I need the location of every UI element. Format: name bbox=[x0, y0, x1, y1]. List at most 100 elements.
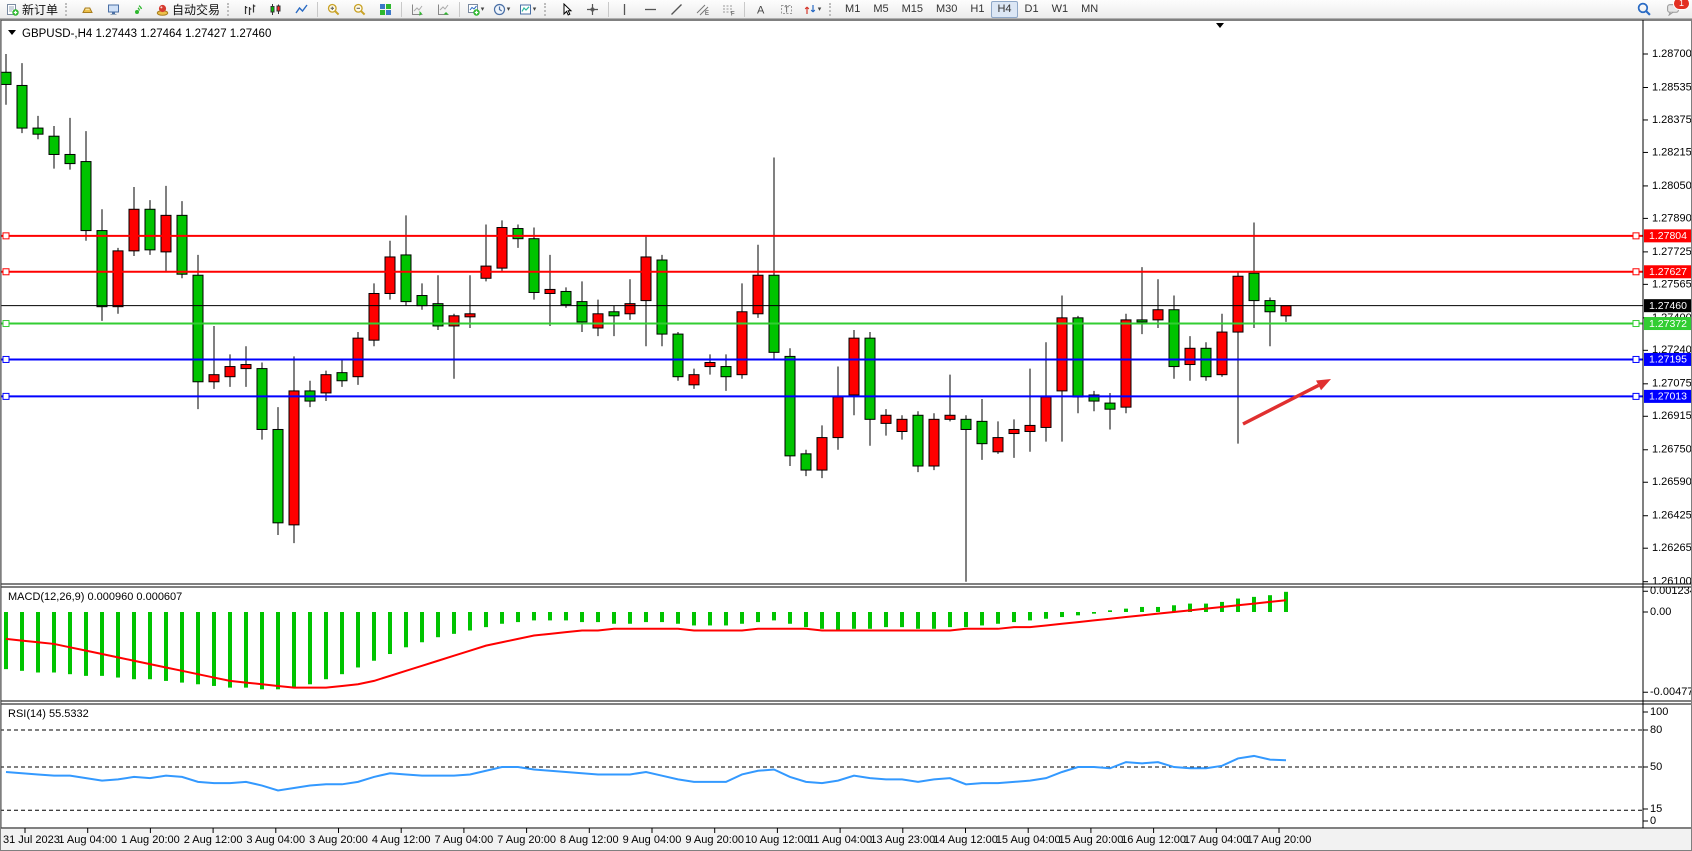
text-button[interactable]: A bbox=[748, 0, 773, 19]
macd-bar bbox=[1156, 606, 1160, 612]
text-label-button[interactable]: T bbox=[774, 0, 799, 19]
macd-bar bbox=[1172, 605, 1176, 612]
macd-bar bbox=[788, 612, 792, 624]
timeframe-mn-button[interactable]: MN bbox=[1081, 3, 1099, 15]
time-tick-label: 7 Aug 20:00 bbox=[497, 834, 556, 846]
candle-body bbox=[784, 355, 796, 457]
monitor-button[interactable] bbox=[101, 0, 126, 19]
price-tick-label: 1.27725 bbox=[1652, 246, 1692, 258]
macd-bar bbox=[532, 612, 536, 621]
hline-handle[interactable] bbox=[1632, 320, 1640, 328]
horizontal-line-button[interactable] bbox=[638, 0, 663, 19]
candle-body bbox=[272, 428, 284, 524]
dropdown-caret-icon[interactable]: ▾ bbox=[480, 6, 485, 13]
macd-bar bbox=[356, 612, 360, 668]
hline-handle[interactable] bbox=[2, 392, 10, 400]
templates-button[interactable]: ▾ bbox=[515, 0, 540, 19]
auto-scroll-button[interactable] bbox=[405, 0, 430, 19]
dropdown-caret-icon[interactable]: ▾ bbox=[817, 6, 822, 13]
hline-handle[interactable] bbox=[2, 320, 10, 328]
candle-body bbox=[320, 374, 332, 394]
chart-canvas[interactable]: 1.28700 1.28535 1.28375 1.28215 1.28050 1.278… bbox=[0, 19, 1692, 851]
tile-windows-button[interactable] bbox=[373, 0, 398, 19]
search-button[interactable] bbox=[1631, 0, 1656, 19]
timeframe-w1-button[interactable]: W1 bbox=[1051, 3, 1069, 15]
timeframe-m30-button[interactable]: M30 bbox=[936, 3, 958, 15]
arrow-annotation-line[interactable] bbox=[1242, 383, 1320, 426]
dropdown-caret-icon[interactable]: ▾ bbox=[532, 6, 537, 13]
chart-line-button[interactable] bbox=[289, 0, 314, 19]
arrow-annotation-head[interactable] bbox=[1316, 379, 1331, 391]
auto-trading-label: 自动交易 bbox=[172, 2, 221, 17]
rsi-indicator-label: RSI(14) 55.5332 bbox=[8, 708, 89, 720]
gold-ingot-button[interactable] bbox=[75, 0, 100, 19]
cursor-button[interactable] bbox=[554, 0, 579, 19]
time-tick-label: 11 Aug 04:00 bbox=[808, 834, 872, 846]
hline-handle[interactable] bbox=[1632, 355, 1640, 363]
macd-bar bbox=[948, 612, 952, 628]
zoom-in-button[interactable] bbox=[321, 0, 346, 19]
hline-handle[interactable] bbox=[2, 268, 10, 276]
candle-body bbox=[48, 135, 60, 155]
zoom-out-button[interactable] bbox=[347, 0, 372, 19]
time-tick-label: 15 Aug 04:00 bbox=[996, 834, 1061, 846]
candle-body bbox=[16, 84, 28, 129]
candle-body bbox=[1104, 402, 1116, 410]
notifications-button[interactable]: 1 bbox=[1660, 0, 1690, 19]
text-label-icon: T bbox=[781, 4, 793, 14]
chart-shift-button[interactable] bbox=[431, 0, 456, 19]
vertical-line-button[interactable] bbox=[612, 0, 637, 19]
candle-body bbox=[400, 254, 412, 303]
candle-body bbox=[512, 228, 524, 240]
crosshair-button[interactable] bbox=[580, 0, 605, 19]
chart-candles-button[interactable] bbox=[263, 0, 288, 19]
timeframe-m5-button[interactable]: M5 bbox=[873, 3, 889, 15]
channel-button[interactable]: E bbox=[690, 0, 715, 19]
candle-body bbox=[208, 374, 220, 383]
time-tick-label: 16 Aug 12:00 bbox=[1121, 834, 1186, 846]
timeframe-h4-button[interactable]: H4 bbox=[991, 0, 1018, 18]
symbol-collapse-icon[interactable] bbox=[8, 30, 16, 35]
rsi-axis-label: 15 bbox=[1650, 803, 1662, 815]
svg-text:A: A bbox=[757, 4, 765, 16]
auto-trading-button[interactable]: 自动交易 bbox=[153, 0, 223, 19]
rsi-axis-label: 0 bbox=[1650, 815, 1656, 827]
hline-handle[interactable] bbox=[2, 355, 10, 363]
candle-body bbox=[256, 368, 268, 430]
signal-button[interactable] bbox=[127, 0, 152, 19]
hline-handle[interactable] bbox=[2, 232, 10, 240]
timeframe-d1-button[interactable]: D1 bbox=[1024, 3, 1039, 15]
crosshair-icon bbox=[587, 3, 599, 15]
hline-handle[interactable] bbox=[1632, 232, 1640, 240]
macd-bar bbox=[1188, 603, 1192, 612]
trendline-button[interactable] bbox=[664, 0, 689, 19]
auto-scroll-icon bbox=[412, 4, 423, 16]
candle-body bbox=[1168, 309, 1180, 368]
chart-bars-button[interactable] bbox=[237, 0, 262, 19]
chart-window[interactable]: 1.28700 1.28535 1.28375 1.28215 1.28050 1.278… bbox=[0, 19, 1692, 851]
chart-shift-marker[interactable] bbox=[1216, 23, 1224, 28]
timeframe-h1-button[interactable]: H1 bbox=[970, 3, 985, 15]
candle-body bbox=[0, 71, 12, 85]
price-tag-1.27627 bbox=[1644, 265, 1692, 279]
candle-body bbox=[1216, 331, 1228, 376]
candle-body bbox=[160, 214, 172, 253]
timeframe-m1-button[interactable]: M1 bbox=[845, 3, 861, 15]
timeframe-m15-button[interactable]: M15 bbox=[901, 3, 923, 15]
trendline-icon bbox=[671, 3, 682, 15]
macd-bar bbox=[900, 612, 904, 628]
price-tag-label: 1.27627 bbox=[1649, 266, 1687, 278]
hlines-layer bbox=[0, 232, 1643, 400]
new-chart-button[interactable]: ▾ bbox=[463, 0, 488, 19]
hline-handle[interactable] bbox=[1632, 392, 1640, 400]
hline-handle[interactable] bbox=[1632, 268, 1640, 276]
arrows-button[interactable]: ▾ bbox=[800, 0, 825, 19]
periods-button[interactable]: ▾ bbox=[489, 0, 514, 19]
price-tick-label: 1.28535 bbox=[1652, 81, 1692, 93]
search-icon bbox=[1637, 2, 1651, 16]
macd-bar bbox=[1060, 612, 1064, 618]
fibonacci-button[interactable]: F bbox=[716, 0, 741, 19]
new-order-button[interactable]: 新订单 bbox=[3, 0, 61, 19]
dropdown-caret-icon[interactable]: ▾ bbox=[506, 6, 511, 13]
notification-badge: 1 bbox=[1673, 0, 1690, 10]
